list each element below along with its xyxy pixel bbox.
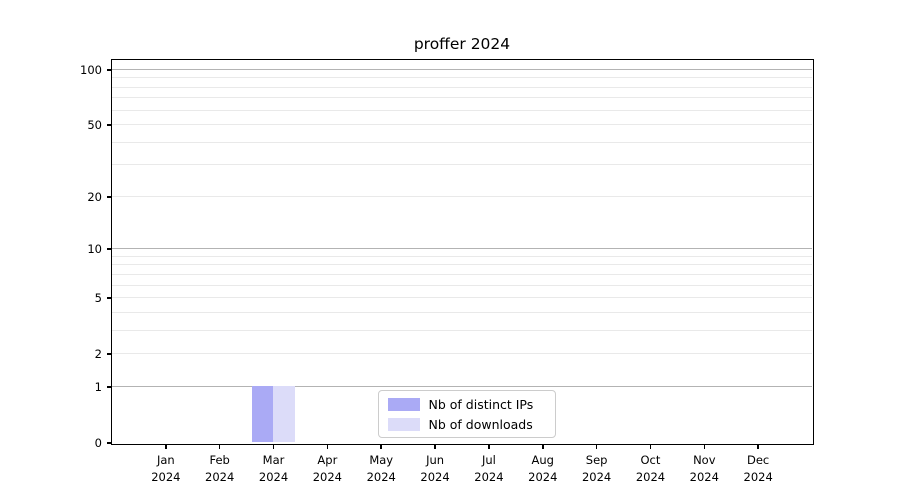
gridline-minor: [111, 195, 812, 197]
y-tick: [106, 196, 112, 198]
x-tick: [542, 444, 544, 449]
y-tick: [106, 297, 112, 299]
x-tick: [272, 444, 275, 449]
x-tick-label: Dec 2024: [743, 453, 773, 484]
gridline-major: [111, 385, 812, 387]
x-tick: [165, 444, 167, 449]
gridline-minor: [111, 77, 812, 79]
x-tick: [326, 444, 329, 449]
gridline-minor: [111, 311, 812, 313]
x-tick-label: Sep 2024: [581, 453, 612, 484]
x-tick-label: Mar 2024: [258, 453, 289, 484]
y-tick: [106, 442, 112, 444]
legend-label-downloads: Nb of downloads: [428, 416, 533, 432]
bar-distinct-ips: [251, 386, 274, 443]
y-tick-label: 5: [94, 291, 102, 306]
gridline-minor: [111, 297, 812, 299]
x-tick-label: May 2024: [366, 453, 396, 484]
x-tick: [649, 444, 652, 449]
bar-downloads: [273, 386, 295, 443]
x-tick-label: Jul 2024: [474, 453, 504, 484]
y-tick: [106, 353, 112, 355]
x-tick: [595, 444, 598, 449]
y-tick-label: 0: [94, 436, 102, 450]
gridline-minor: [111, 264, 812, 266]
gridline-minor: [111, 255, 812, 257]
gridline-major: [111, 68, 812, 70]
chart-title: proffer 2024: [413, 35, 511, 53]
y-tick-label: 2: [94, 347, 102, 362]
x-tick-label: Jan 2024: [151, 453, 181, 484]
x-tick: [218, 444, 221, 449]
x-tick-label: Oct 2024: [635, 453, 666, 484]
y-tick-label: 50: [87, 118, 102, 133]
y-tick-label: 1: [94, 379, 102, 394]
gridline-minor: [111, 86, 812, 88]
x-tick-label: Nov 2024: [689, 453, 719, 484]
y-tick: [106, 386, 112, 388]
x-tick: [380, 444, 382, 449]
gridline-minor: [111, 141, 812, 143]
legend-swatch-distinct-ips-icon: [387, 397, 420, 411]
y-tick: [106, 69, 112, 71]
legend-item-distinct-ips: Nb of distinct IPs: [387, 396, 546, 412]
gridline-minor: [111, 284, 812, 286]
bars-layer: [112, 60, 812, 443]
x-tick: [703, 444, 706, 449]
gridline-minor: [111, 164, 812, 166]
x-tick-label: Aug 2024: [528, 453, 558, 484]
x-tick-label: Jun 2024: [420, 453, 450, 484]
gridline-minor: [111, 353, 812, 355]
grid-layer: [111, 60, 812, 443]
gridline-minor: [111, 329, 812, 331]
y-tick-label: 10: [87, 242, 102, 257]
y-tick: [106, 248, 112, 250]
gridline-minor: [111, 97, 812, 99]
y-tick-label: 100: [80, 62, 102, 77]
legend-label-distinct-ips: Nb of distinct IPs: [428, 396, 534, 412]
y-tick: [106, 124, 112, 126]
legend: Nb of distinct IPs Nb of downloads: [377, 389, 556, 438]
x-tick-label: Apr 2024: [312, 453, 343, 484]
legend-swatch-downloads-icon: [387, 417, 420, 431]
x-tick: [488, 444, 490, 449]
x-tick-label: Feb 2024: [205, 453, 235, 484]
y-tick-label: 20: [87, 189, 102, 204]
gridline-major: [111, 248, 812, 250]
gridline-minor: [111, 109, 812, 111]
gridline-minor: [111, 124, 812, 126]
gridline-minor: [111, 273, 812, 275]
x-tick: [757, 444, 759, 449]
x-tick: [434, 444, 436, 449]
legend-item-downloads: Nb of downloads: [387, 416, 546, 432]
plot-area: Nb of distinct IPs Nb of downloads: [110, 58, 814, 445]
